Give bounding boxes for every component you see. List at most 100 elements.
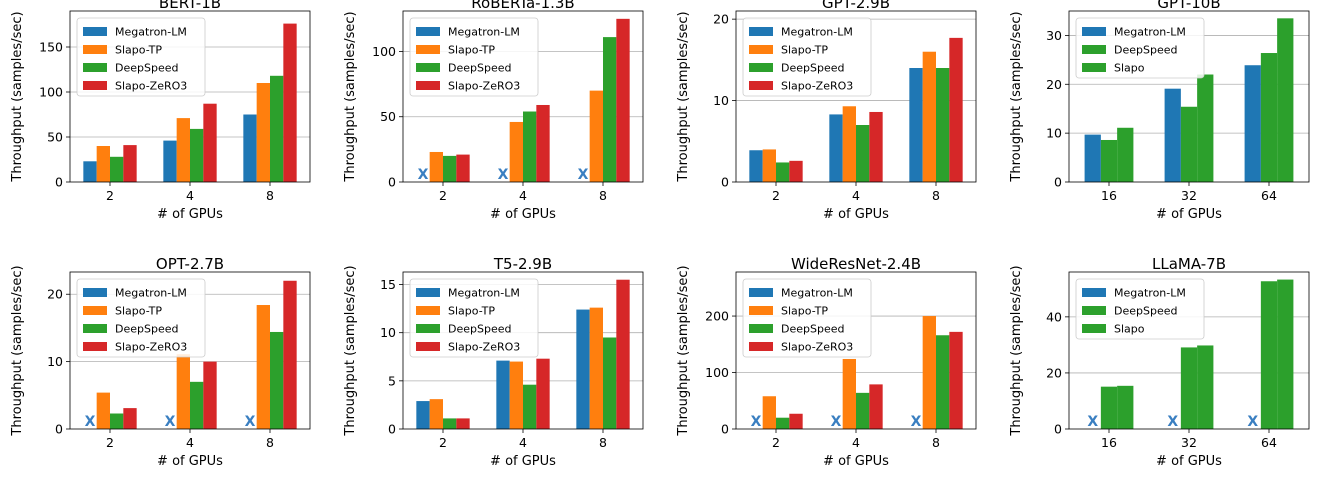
- legend-swatch: [1082, 45, 1106, 54]
- x-tick-label: 64: [1261, 188, 1277, 203]
- bar-deepspeed: [603, 337, 617, 429]
- y-tick-label: 10: [1046, 126, 1062, 141]
- y-axis-label: Throughput (samples/sec): [1009, 11, 1024, 182]
- legend-swatch: [749, 63, 773, 72]
- x-tick-label: 2: [106, 435, 114, 450]
- bar-deepspeed: [1100, 139, 1118, 182]
- y-tick-label: 0: [388, 175, 396, 190]
- legend-swatch: [83, 306, 107, 315]
- x-tick-label: 8: [599, 188, 607, 203]
- bar-slapo-tp: [509, 121, 523, 182]
- x-axis-label: # of GPUs: [1156, 207, 1222, 222]
- plot-frame: [69, 10, 311, 183]
- y-tick-label: 0: [721, 422, 729, 437]
- missing-marker: X: [1247, 414, 1258, 430]
- legend-label: DeepSpeed: [115, 62, 178, 75]
- y-tick-label: 20: [1046, 365, 1062, 380]
- legend: [742, 278, 872, 358]
- bar-deepspeed: [1260, 53, 1278, 182]
- legend-label: Slapo-TP: [448, 44, 495, 57]
- x-axis-label: # of GPUs: [1156, 454, 1222, 469]
- bar-deepspeed: [856, 125, 870, 182]
- y-axis-label: Throughput (samples/sec): [1009, 265, 1024, 436]
- legend-label: Slapo-TP: [448, 305, 495, 318]
- legend-swatch: [83, 27, 107, 36]
- chart-title: LLaMA-7B: [1152, 255, 1226, 273]
- x-tick-label: 2: [772, 188, 780, 203]
- bar-deepspeed: [776, 417, 790, 429]
- chart-0: 2 4 8 0 50 100 150 BERT-1B # of GPUs Throughput (…: [10, 0, 311, 222]
- x-axis-label: # of GPUs: [823, 454, 889, 469]
- bar-megatron-lm: [496, 360, 510, 429]
- chart-5: 2 4 8 0 5 10 15 T5-2.9B # of GPUs Throughput (sam…: [343, 255, 644, 469]
- legend-swatch: [83, 324, 107, 333]
- plot-frame: [69, 271, 311, 430]
- legend-swatch: [416, 45, 440, 54]
- missing-marker: X: [1087, 414, 1098, 430]
- legend-swatch: [83, 342, 107, 351]
- bar-slapo-zero3: [949, 331, 963, 429]
- y-tick-label: 30: [1046, 28, 1062, 43]
- x-axis-label: # of GPUs: [157, 454, 223, 469]
- bar-deepspeed: [1180, 106, 1198, 182]
- plot-frame: [1068, 10, 1310, 183]
- bar-slapo: [1197, 74, 1214, 182]
- bar-megatron-lm: [83, 161, 97, 182]
- x-tick-label: 4: [519, 435, 527, 450]
- bar-slapo-zero3: [456, 418, 470, 429]
- bar-megatron-lm: [909, 68, 923, 182]
- bar-deepspeed: [936, 68, 950, 182]
- legend-swatch: [83, 288, 107, 297]
- legend-label: Slapo-ZeRO3: [781, 80, 853, 93]
- bar-slapo: [1277, 279, 1294, 429]
- bar-deepspeed: [523, 111, 537, 182]
- legend-label: Slapo-ZeRO3: [781, 341, 853, 354]
- bar-slapo: [1197, 345, 1214, 429]
- bar-slapo-zero3: [949, 37, 963, 182]
- legend-label: Slapo-TP: [115, 305, 162, 318]
- legend-swatch: [416, 81, 440, 90]
- bar-deepspeed: [110, 413, 124, 429]
- y-tick-label: 0: [721, 175, 729, 190]
- bar-slapo-zero3: [536, 104, 550, 182]
- bar-slapo-tp: [922, 51, 936, 182]
- bar-deepspeed: [270, 331, 284, 429]
- legend-swatch: [1082, 288, 1106, 297]
- x-tick-label: 8: [266, 435, 274, 450]
- y-tick-label: 15: [380, 277, 396, 292]
- legend-label: DeepSpeed: [448, 323, 511, 336]
- legend-swatch: [749, 45, 773, 54]
- y-tick-label: 200: [705, 309, 729, 324]
- y-tick-label: 0: [388, 422, 396, 437]
- legend-label: DeepSpeed: [1114, 305, 1177, 318]
- bar-slapo: [1277, 18, 1294, 183]
- plot-frame: [402, 10, 644, 183]
- legend-swatch: [1082, 63, 1106, 72]
- missing-marker: X: [1167, 414, 1178, 430]
- plot-frame: [735, 271, 977, 430]
- chart-title: OPT-2.7B: [156, 255, 224, 273]
- x-tick-label: 16: [1101, 188, 1117, 203]
- chart-2: 2 4 8 0 10 20 GPT-2.9B # of GPUs Throughput (sam…: [676, 0, 977, 222]
- bar-slapo-zero3: [616, 279, 630, 429]
- chart-title: GPT-2.9B: [822, 0, 890, 12]
- legend-swatch: [749, 27, 773, 36]
- legend-label: Megatron-LM: [115, 26, 187, 39]
- legend-label: Megatron-LM: [448, 287, 520, 300]
- bar-slapo-zero3: [123, 408, 137, 429]
- y-tick-label: 10: [47, 354, 63, 369]
- legend-swatch: [749, 81, 773, 90]
- missing-marker: X: [85, 414, 96, 430]
- bar-slapo: [1117, 127, 1134, 182]
- bar-slapo-zero3: [536, 358, 550, 429]
- legend: [76, 278, 206, 358]
- legend-label: Megatron-LM: [115, 287, 187, 300]
- y-tick-label: 50: [47, 130, 63, 145]
- y-tick-label: 50: [380, 109, 396, 124]
- legend-swatch: [416, 63, 440, 72]
- bar-slapo-tp: [429, 399, 443, 429]
- y-tick-label: 100: [39, 85, 63, 100]
- legend-swatch: [83, 81, 107, 90]
- bar-slapo-tp: [96, 146, 110, 182]
